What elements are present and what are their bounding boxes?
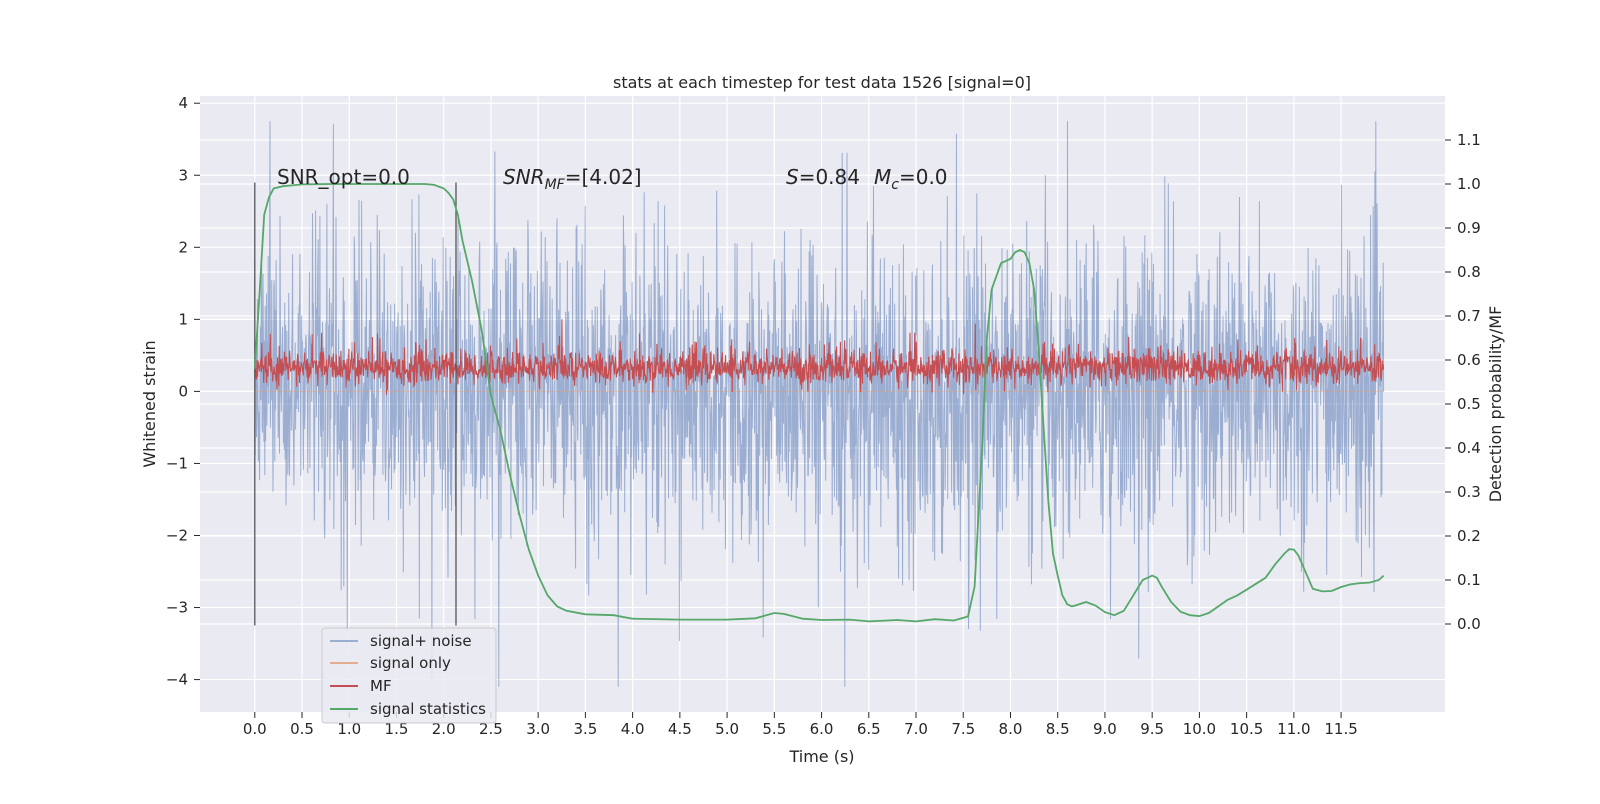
y2-axis-ticks: 0.0 0.1 0.2 0.3 0.4 0.5 0.6 0.7 0.8 0.9 1.0 1.1 bbox=[1445, 131, 1481, 633]
x-tick-label: 9.0 bbox=[1093, 720, 1117, 738]
y2-tick-label: 0.9 bbox=[1457, 219, 1481, 237]
y-tick-label: 1 bbox=[178, 310, 188, 328]
x-tick-label: 6.0 bbox=[810, 720, 834, 738]
x-tick-label: 1.0 bbox=[337, 720, 361, 738]
snr-mf-annotation: SNRMF=[4.02] bbox=[503, 165, 642, 193]
x-tick-label: 4.5 bbox=[668, 720, 692, 738]
vertical-markers bbox=[254, 182, 457, 626]
y-axis-ticks: −4 −3 −2 −1 0 1 2 3 4 bbox=[166, 94, 200, 689]
x-tick-label: 7.0 bbox=[904, 720, 928, 738]
x-tick-label: 3.5 bbox=[573, 720, 597, 738]
x-tick-label: 7.5 bbox=[951, 720, 975, 738]
y-tick-label: −4 bbox=[166, 671, 188, 689]
y2-tick-label: 0.3 bbox=[1457, 483, 1481, 501]
y-tick-label: −1 bbox=[166, 454, 188, 472]
x-tick-label: 3.0 bbox=[526, 720, 550, 738]
legend: signal+ noise signal only MF signal stat… bbox=[321, 627, 497, 724]
signal-statistics-line bbox=[253, 183, 1385, 623]
x-tick-label: 4.0 bbox=[621, 720, 645, 738]
y2-tick-label: 0.8 bbox=[1457, 263, 1481, 281]
x-tick-label: 11.5 bbox=[1324, 720, 1357, 738]
signal-noise-series bbox=[254, 121, 1385, 687]
y2-tick-label: 0.1 bbox=[1457, 571, 1481, 589]
signal-noise-line bbox=[254, 121, 1385, 687]
x-tick-label: 5.0 bbox=[715, 720, 739, 738]
y-axis-label: Whitened strain bbox=[140, 340, 159, 467]
x-tick-label: 5.5 bbox=[762, 720, 786, 738]
y2-axis-label: Detection probability/MF bbox=[1486, 306, 1505, 503]
snr-opt-annotation: SNR_opt=0.0 bbox=[277, 165, 410, 189]
y-tick-label: 4 bbox=[178, 94, 188, 112]
x-tick-label: 6.5 bbox=[857, 720, 881, 738]
signal-statistics-series bbox=[253, 183, 1385, 623]
x-tick-label: 2.5 bbox=[479, 720, 503, 738]
x-axis-label: Time (s) bbox=[788, 747, 854, 766]
x-tick-label: 8.5 bbox=[1046, 720, 1070, 738]
x-axis-ticks: 0.0 0.5 1.0 1.5 2.0 2.5 3.0 3.5 4.0 4.5 5.0 5.5 6.0 6… bbox=[243, 712, 1358, 738]
y-tick-label: 0 bbox=[178, 382, 188, 400]
chart-title: stats at each timestep for test data 152… bbox=[613, 73, 1031, 92]
legend-label-signal-statistics: signal statistics bbox=[370, 700, 486, 718]
legend-label-mf: MF bbox=[370, 677, 392, 695]
x-tick-label: 1.5 bbox=[385, 720, 409, 738]
y2-tick-label: 0.6 bbox=[1457, 351, 1481, 369]
x-tick-label: 11.0 bbox=[1277, 720, 1310, 738]
y2-tick-label: 0.7 bbox=[1457, 307, 1481, 325]
y-tick-label: 2 bbox=[178, 238, 188, 256]
legend-label-signal-only: signal only bbox=[370, 654, 451, 672]
y-tick-label: −2 bbox=[166, 526, 188, 544]
y2-tick-label: 0.0 bbox=[1457, 615, 1481, 633]
x-tick-label: 2.0 bbox=[432, 720, 456, 738]
x-tick-label: 0.0 bbox=[243, 720, 267, 738]
y2-tick-label: 1.0 bbox=[1457, 175, 1481, 193]
x-tick-label: 10.5 bbox=[1230, 720, 1263, 738]
x-tick-label: 10.0 bbox=[1183, 720, 1216, 738]
mf-series bbox=[254, 319, 1385, 396]
y-tick-label: 3 bbox=[178, 166, 188, 184]
legend-label-signal-noise: signal+ noise bbox=[370, 632, 472, 650]
y-tick-label: −3 bbox=[166, 599, 188, 617]
y2-tick-label: 0.4 bbox=[1457, 439, 1481, 457]
y2-tick-label: 1.1 bbox=[1457, 131, 1481, 149]
x-tick-label: 0.5 bbox=[290, 720, 314, 738]
legend-box bbox=[321, 627, 497, 724]
s-mc-annotation: S=0.84 Mc=0.0 bbox=[786, 165, 948, 193]
mf-line bbox=[254, 319, 1385, 396]
y2-tick-label: 0.2 bbox=[1457, 527, 1481, 545]
y2-tick-label: 0.5 bbox=[1457, 395, 1481, 413]
x-tick-label: 8.0 bbox=[999, 720, 1023, 738]
x-tick-label: 9.5 bbox=[1140, 720, 1164, 738]
